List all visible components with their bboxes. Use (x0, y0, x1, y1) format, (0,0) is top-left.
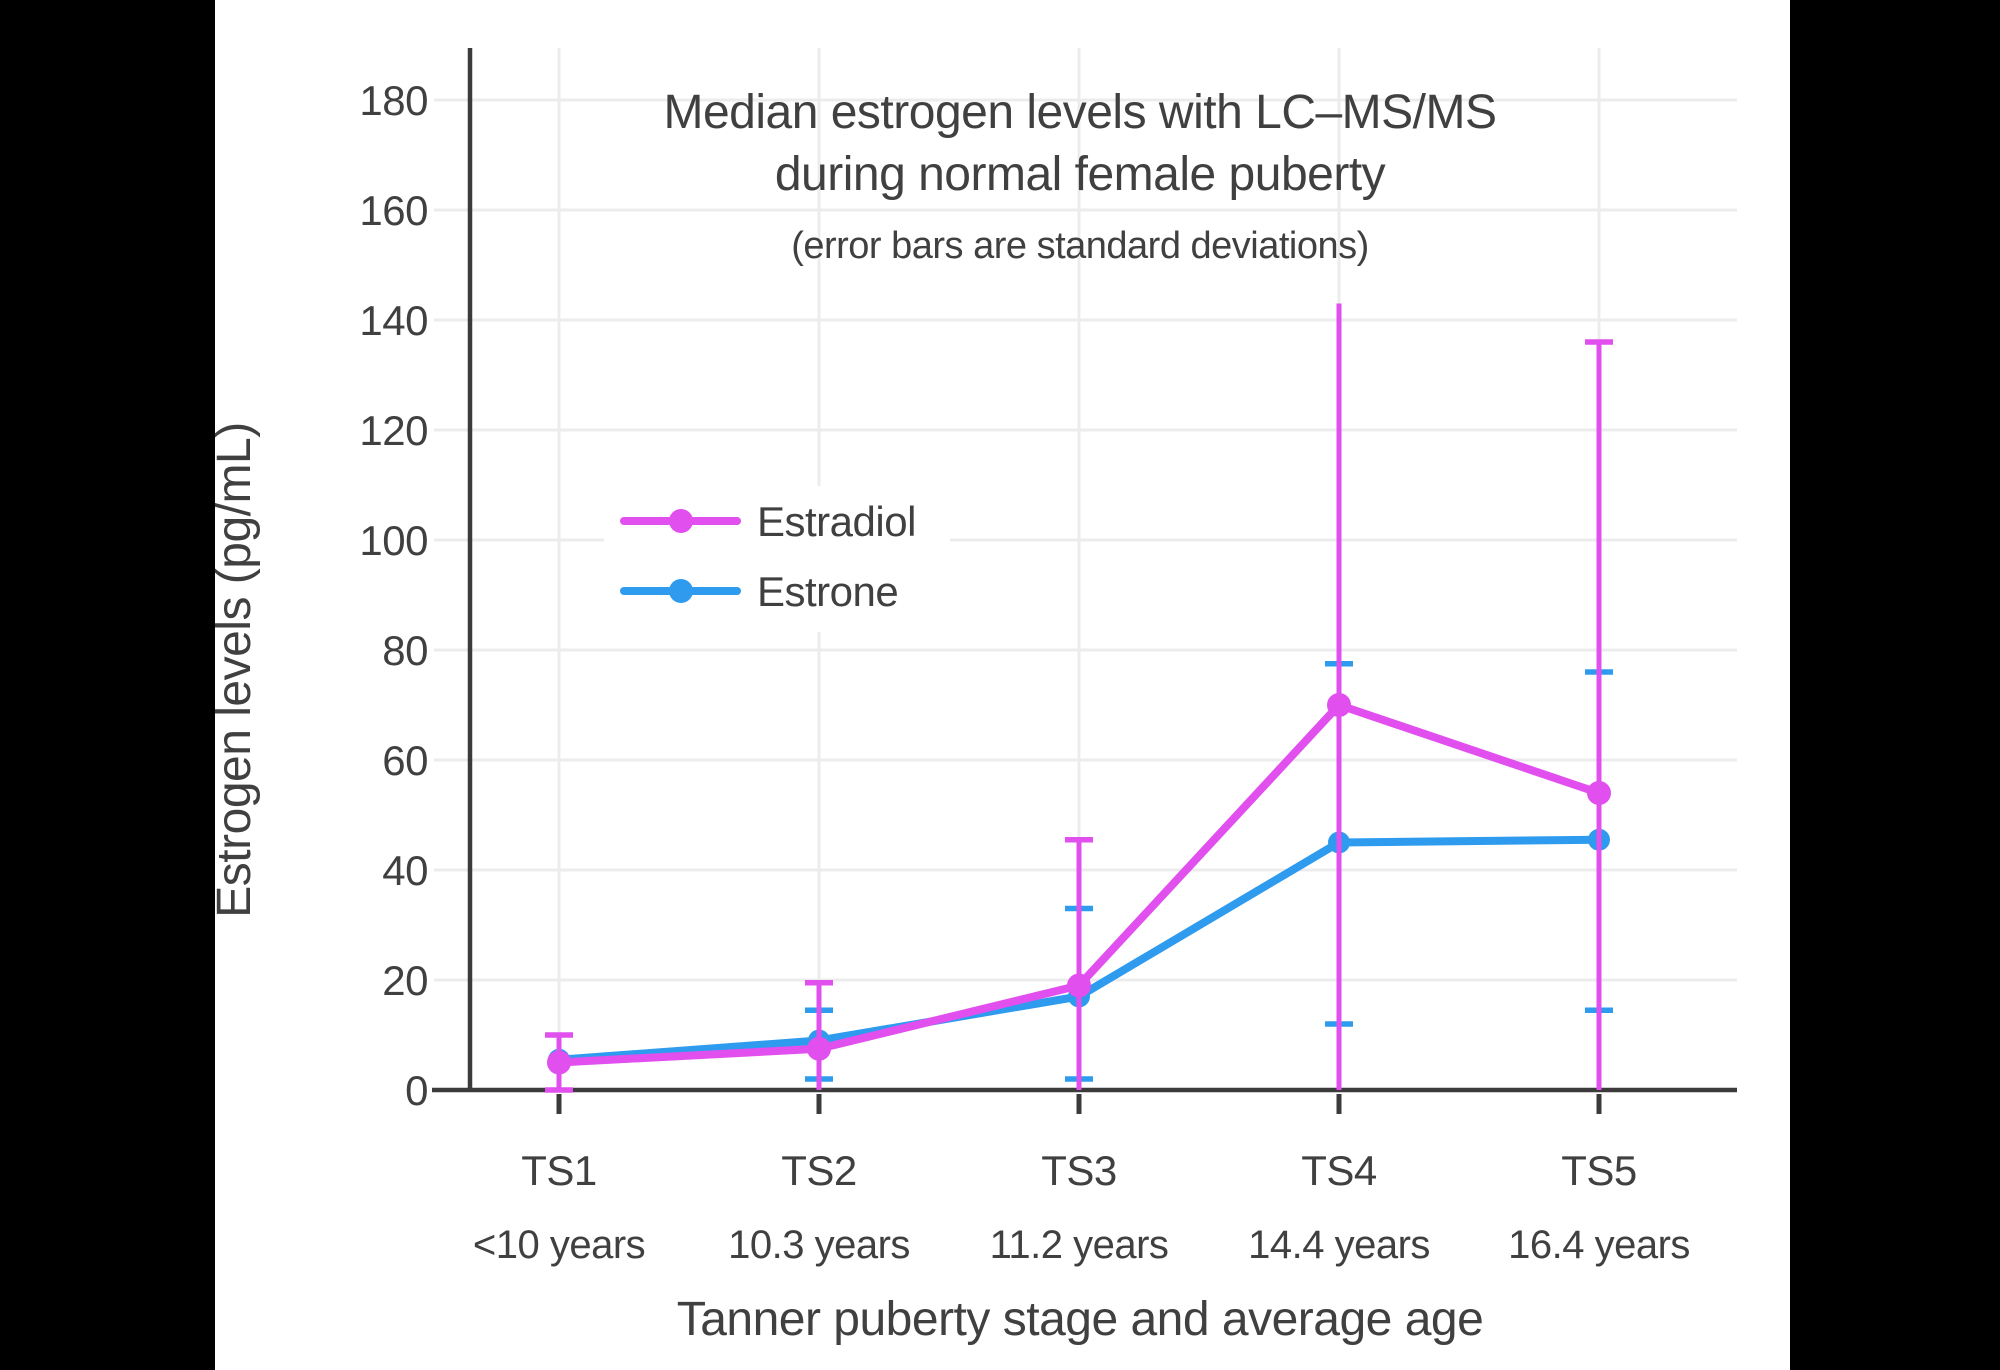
y-tick-label-100: 100 (359, 517, 428, 564)
legend: Estradiol Estrone (604, 486, 950, 632)
y-tick-label-40: 40 (382, 847, 428, 894)
right-letterbox-bar (1790, 0, 2000, 1370)
x-age-label-TS3: 11.2 years (990, 1223, 1169, 1267)
y-tick-label-180: 180 (359, 77, 428, 124)
legend-swatches (620, 509, 741, 603)
x-tick-label-TS3: TS3 (1041, 1147, 1117, 1194)
legend-background (604, 486, 950, 632)
x-age-label-TS1: <10 years (473, 1223, 645, 1267)
y-tick-label-140: 140 (359, 297, 428, 344)
gridlines (434, 48, 1737, 1088)
legend-label-estradiol: Estradiol (757, 498, 916, 545)
x-axis-title: Tanner puberty stage and average age (677, 1293, 1484, 1346)
data-point-estradiol-TS3 (1067, 973, 1091, 998)
y-tick-label-80: 80 (382, 627, 428, 674)
series-estradiol (545, 303, 1613, 1093)
x-tick-label-TS4: TS4 (1301, 1147, 1377, 1194)
axes (432, 48, 1737, 1114)
chart-subtitle: (error bars are standard deviations) (791, 225, 1369, 267)
legend-marker-estrone (669, 579, 693, 603)
y-tick-label-160: 160 (359, 187, 428, 234)
y-tick-label-0: 0 (405, 1067, 428, 1114)
x-tick-label-TS1: TS1 (521, 1147, 597, 1194)
data-point-estradiol-TS2 (807, 1036, 831, 1061)
x-tick-label-TS5: TS5 (1561, 1147, 1637, 1194)
y-tick-label-120: 120 (359, 407, 428, 454)
tick-labels: 0 20 40 60 80 100 120 140 160 180 TS1 <10 years TS2 1… (359, 77, 1690, 1267)
x-age-label-TS4: 14.4 years (1248, 1223, 1430, 1267)
data-series (545, 303, 1613, 1093)
y-axis-title: Estrogen levels (pg/mL) (208, 422, 261, 917)
data-point-estradiol-TS1 (547, 1050, 571, 1075)
data-point-estradiol-TS4 (1327, 693, 1351, 717)
data-point-estradiol-TS5 (1587, 781, 1611, 805)
legend-label-estrone: Estrone (757, 568, 898, 615)
chart-title-line-1: Median estrogen levels with LC–MS/MS (663, 86, 1496, 139)
x-tick-label-TS2: TS2 (781, 1147, 857, 1194)
left-letterbox-bar (0, 0, 215, 1370)
y-tick-label-60: 60 (382, 737, 428, 784)
chart-title-line-2: during normal female puberty (775, 148, 1386, 201)
legend-marker-estradiol (669, 509, 693, 533)
x-age-label-TS5: 16.4 years (1508, 1223, 1690, 1267)
y-tick-label-20: 20 (382, 957, 428, 1004)
x-age-label-TS2: 10.3 years (728, 1223, 910, 1267)
